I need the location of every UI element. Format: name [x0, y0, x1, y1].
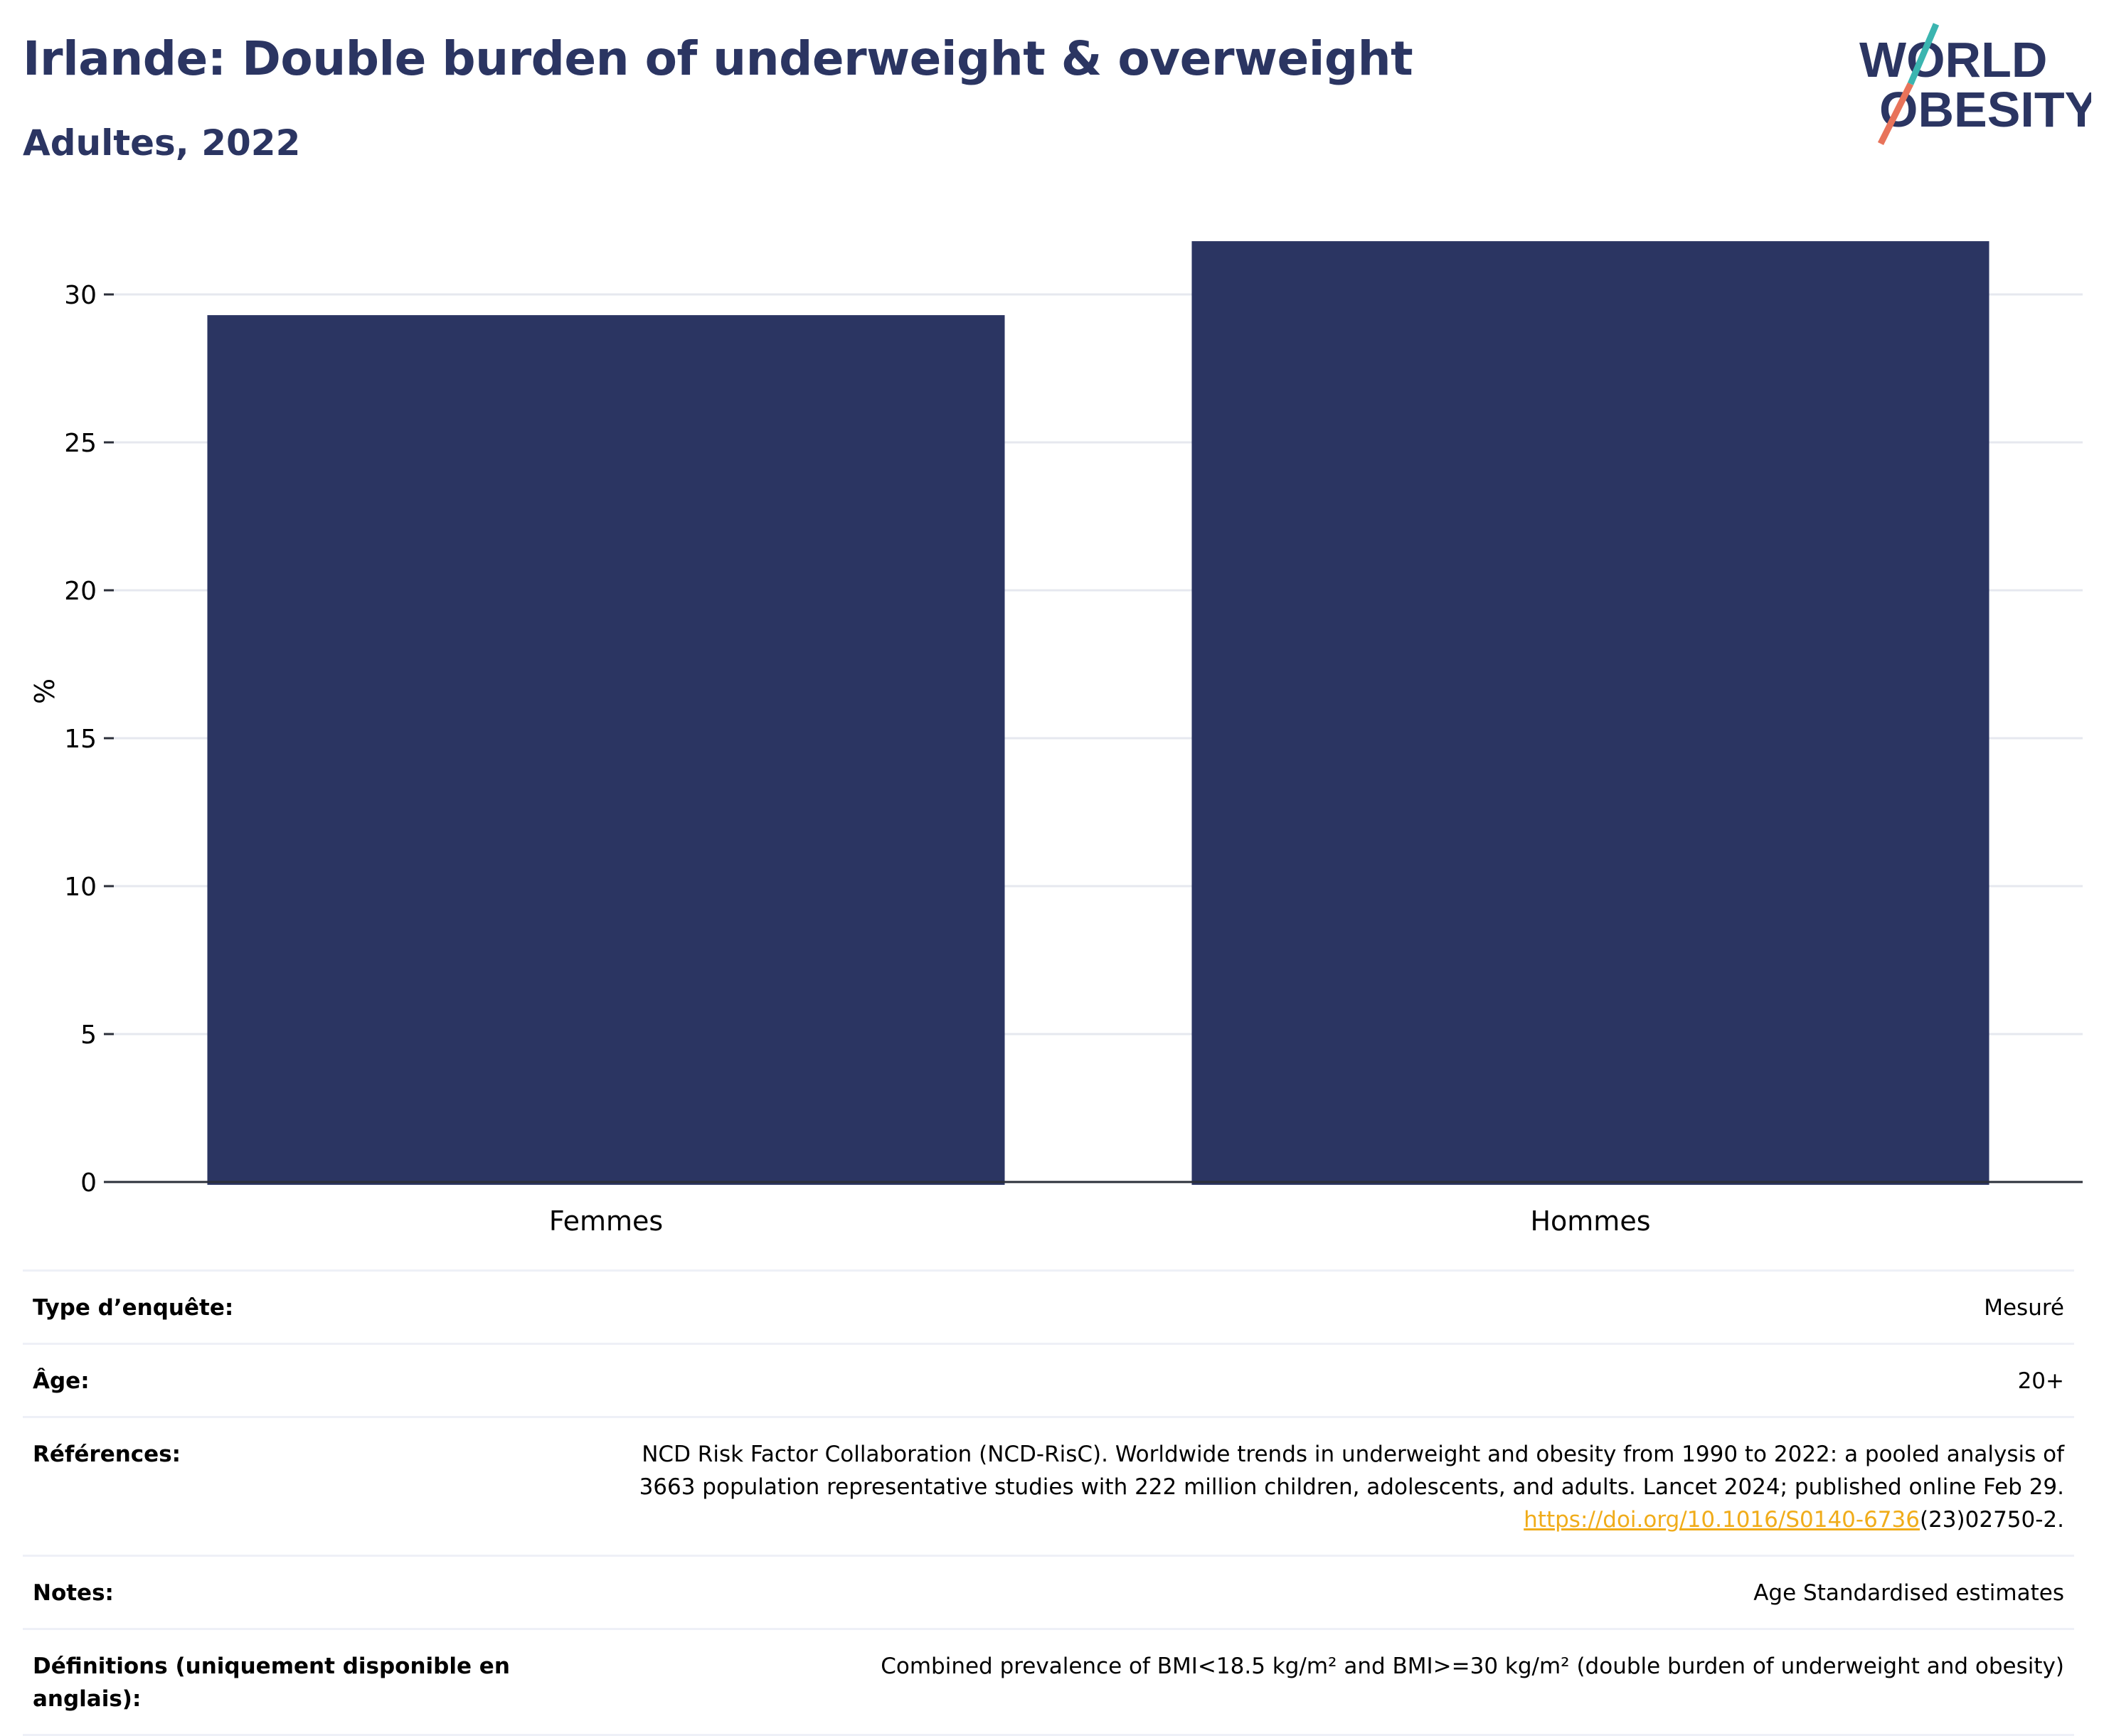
- reference-line-2: 3663 population representative studies w…: [639, 1474, 2064, 1500]
- chart-title: Irlande: Double burden of underweight & …: [23, 31, 1413, 86]
- y-tick-label: 15: [64, 725, 97, 754]
- y-tick-label: 10: [64, 873, 97, 902]
- survey-type-value: Mesuré: [1984, 1295, 2064, 1321]
- y-tick-label: 25: [64, 429, 97, 458]
- references-value: NCD Risk Factor Collaboration (NCD-RisC)…: [639, 1438, 2064, 1536]
- notes-value: Age Standardised estimates: [1753, 1580, 2064, 1606]
- table-row-age: Âge: 20+: [23, 1343, 2074, 1416]
- logo-word-world: WORLD: [1859, 32, 2047, 87]
- notes-label: Notes:: [33, 1580, 114, 1606]
- bar-hommes[interactable]: [1191, 241, 1989, 1185]
- x-tick-label: Femmes: [549, 1205, 663, 1237]
- table-row-definitions: Définitions (uniquement disponible en an…: [23, 1628, 2074, 1736]
- table-row-references: Références: NCD Risk Factor Collaboratio…: [23, 1416, 2074, 1555]
- reference-line-1: NCD Risk Factor Collaboration (NCD-RisC)…: [642, 1442, 2064, 1467]
- doi-link[interactable]: https://doi.org/10.1016/S0140-6736: [1524, 1507, 1920, 1533]
- age-label: Âge:: [33, 1368, 90, 1394]
- survey-type-label: Type d’enquête:: [33, 1295, 234, 1321]
- table-row-survey-type: Type d’enquête: Mesuré: [23, 1269, 2074, 1343]
- y-axis-label: %: [29, 678, 60, 704]
- y-tick-label: 20: [64, 577, 97, 606]
- logo-slash-coral: [1877, 82, 1914, 146]
- y-tick-label: 0: [80, 1168, 97, 1198]
- bar-chart: 0 5 10 15 20 25 30 Femmes Hommes %: [29, 241, 2083, 1237]
- age-value: 20+: [2017, 1368, 2064, 1394]
- logo-slash-teal: [1907, 23, 1940, 85]
- chart-subtitle: Adultes, 2022: [23, 122, 301, 164]
- bar-femmes[interactable]: [207, 315, 1005, 1185]
- y-tick-label: 5: [80, 1021, 97, 1050]
- y-tick-label: 30: [64, 281, 97, 310]
- x-tick-label: Hommes: [1530, 1205, 1650, 1237]
- logo-word-obesity: OBESITY: [1879, 82, 2091, 137]
- world-obesity-logo: WORLD OBESITY: [1859, 23, 2091, 146]
- info-table: Type d’enquête: Mesuré Âge: 20+ Référenc…: [23, 1269, 2074, 1736]
- doi-tail: (23)02750-2.: [1919, 1507, 2064, 1533]
- references-label: Références:: [33, 1442, 181, 1467]
- table-row-notes: Notes: Age Standardised estimates: [23, 1555, 2074, 1628]
- definitions-label: Définitions (uniquement disponible en an…: [33, 1654, 510, 1712]
- definitions-value: Combined prevalence of BMI<18.5 kg/m² an…: [881, 1654, 2064, 1679]
